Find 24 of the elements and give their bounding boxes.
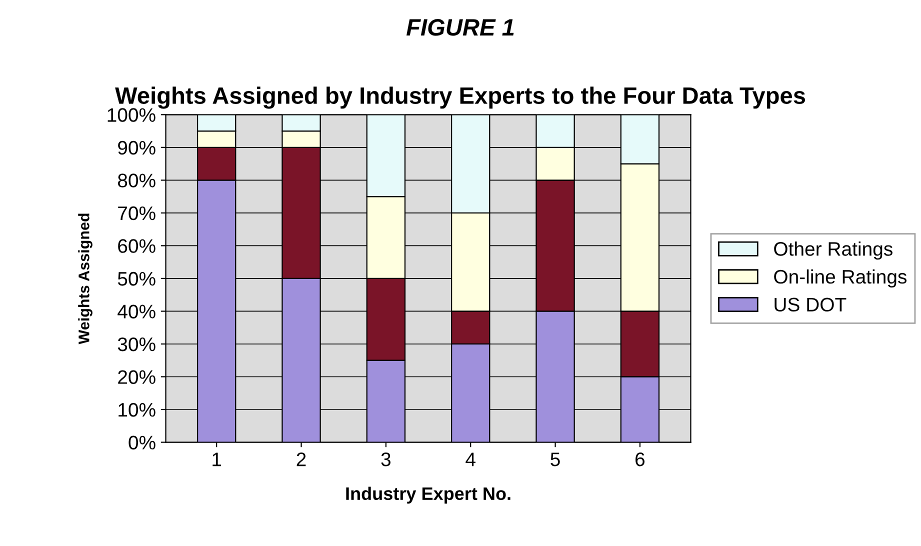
y-tick-label: 20% [118,370,156,384]
x-tick-label: 2 [296,452,306,466]
x-tick-label: 4 [466,452,476,466]
x-tick-label: 6 [636,452,644,466]
legend-label: US DOT [774,298,846,312]
y-tick-label: 40% [118,304,156,318]
y-tick-label: 50% [118,272,156,286]
chart-subtitle: Weights Assigned by Industry Experts to the Four Data Types [115,86,806,109]
x-tick-label: 3 [381,452,390,466]
y-tick-label: 90% [118,140,156,155]
legend-label: On-line Ratings [774,269,907,288]
y-tick-label: 80% [118,174,156,188]
legend-label: Other Ratings [774,242,892,260]
x-tick-label: 1 [212,452,222,466]
chart-title: FIGURE 1 [406,19,514,36]
x-axis-title: Industry Expert No. [346,486,510,504]
y-tick-label: 70% [118,206,156,220]
y-tick-label: 60% [118,239,156,253]
y-tick-label: 10% [118,402,156,417]
x-tick-label: 5 [550,452,560,466]
y-axis-title: Weights Assigned [78,214,92,344]
y-tick-label: 0% [128,436,156,450]
y-tick-label: 100% [108,108,156,122]
y-tick-label: 30% [118,337,156,352]
